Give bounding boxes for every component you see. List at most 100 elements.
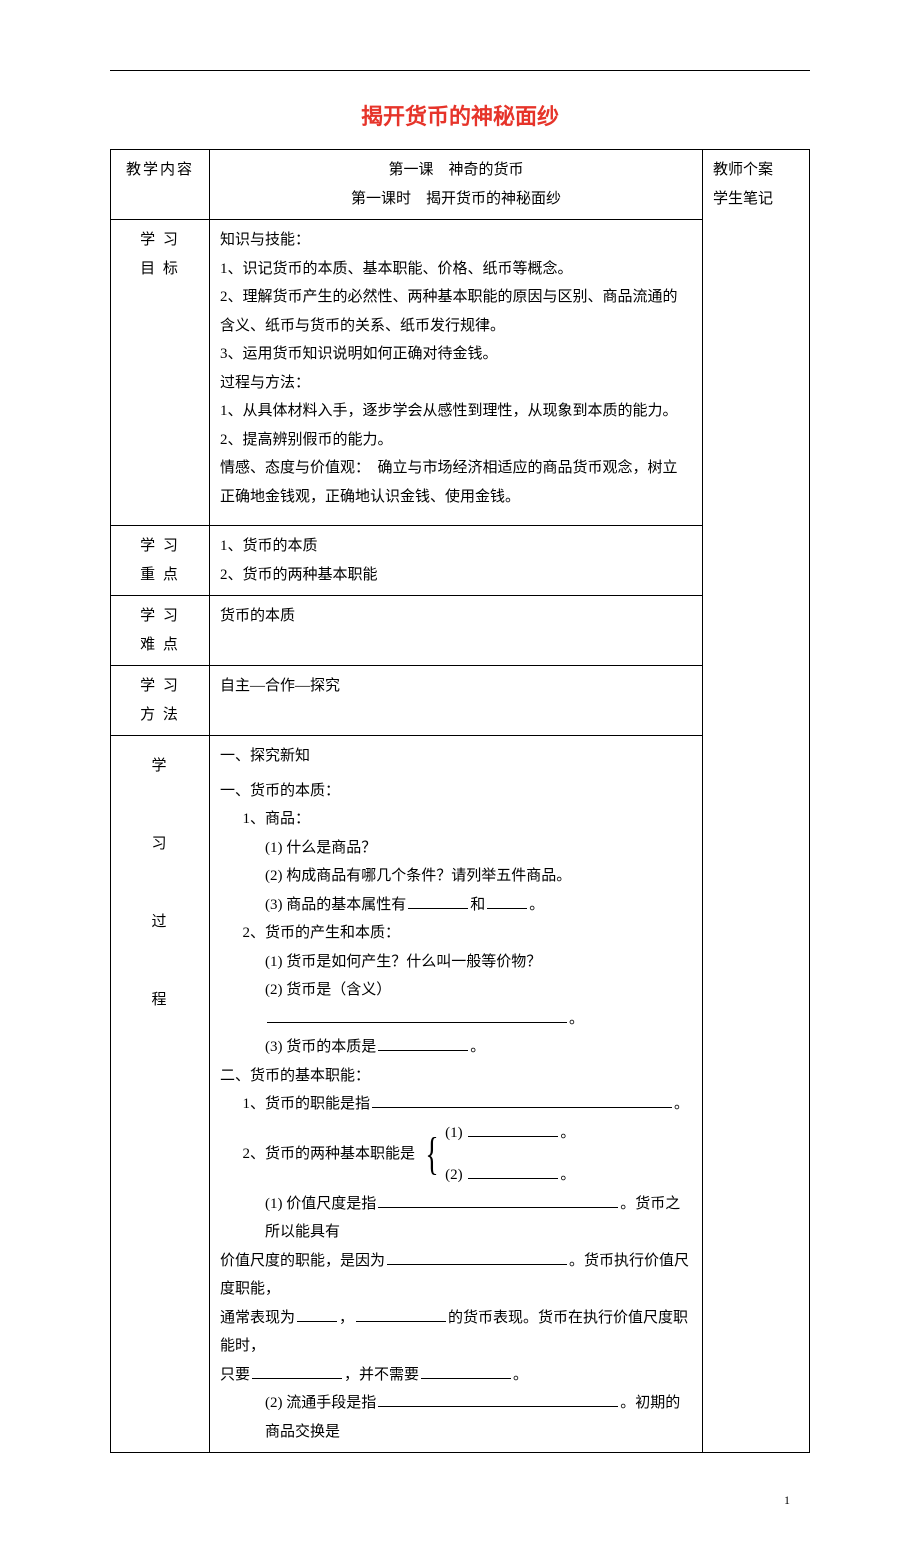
blank <box>378 1391 618 1407</box>
lesson-plan-table: 教学内容 第一课 神奇的货币 第一课时 揭开货币的神秘面纱 教师个案 学生笔记 … <box>110 149 810 1453</box>
brace-item-1: (1) 。 <box>445 1119 575 1148</box>
notes-label-1: 教师个案 <box>713 156 799 185</box>
spacer <box>220 511 692 519</box>
s1-1-3a: (3) 商品的基本属性有 <box>265 897 406 913</box>
lesson-main: 第一课 神奇的货币 <box>220 156 692 185</box>
blank <box>267 1007 567 1023</box>
methods-label-text: 学 习方 法 <box>140 678 180 723</box>
s2-2-1f: ， <box>339 1310 354 1326</box>
methods-label: 学 习方 法 <box>111 666 210 736</box>
k2: 2、理解货币产生的必然性、两种基本职能的原因与区别、商品流通的含义、纸币与货币的… <box>220 283 692 340</box>
brace-item-2: (2) 。 <box>445 1161 575 1190</box>
keypoints-label: 学 习重 点 <box>111 526 210 596</box>
lesson-sub: 第一课时 揭开货币的神秘面纱 <box>220 185 692 214</box>
process-label: 学 习 过 程 <box>111 736 210 1453</box>
process-heading: 过程与方法： <box>220 369 692 398</box>
keypoints-label-text: 学 习重 点 <box>140 538 180 583</box>
spacer <box>121 946 199 976</box>
s2-2-2: (2) 流通手段是指。初期的商品交换是 <box>220 1389 692 1446</box>
difficulties-cell: 货币的本质 <box>210 596 703 666</box>
sec1-title: 一、探究新知 <box>220 742 692 771</box>
brace-group: 2、货币的两种基本职能是 { (1) 。 (2) 。 <box>243 1119 693 1190</box>
process-cell: 一、探究新知 一、货币的本质： 1、商品： (1) 什么是商品？ (2) 构成商… <box>210 736 703 1453</box>
s1-2-2: (2) 货币是（含义）。 <box>220 976 692 1033</box>
blank <box>387 1249 567 1265</box>
k1: 1、识记货币的本质、基本职能、价格、纸币等概念。 <box>220 255 692 284</box>
p2: 2、提高辨别假币的能力。 <box>220 426 692 455</box>
teaching-content-label: 教学内容 <box>111 150 210 220</box>
process-char-4: 程 <box>121 976 199 1024</box>
blank <box>378 1192 618 1208</box>
objectives-label-text: 学 习目 标 <box>140 232 180 277</box>
kp2: 2、货币的两种基本职能 <box>220 561 692 590</box>
s1-2-3: (3) 货币的本质是 。 <box>220 1033 692 1062</box>
keypoints-cell: 1、货币的本质 2、货币的两种基本职能 <box>210 526 703 596</box>
s2-2-1j: 。 <box>513 1367 528 1383</box>
difficulties-label: 学 习难 点 <box>111 596 210 666</box>
s1-1-1: (1) 什么是商品？ <box>220 834 692 863</box>
page-title: 揭开货币的神秘面纱 <box>110 99 810 131</box>
blank <box>378 1035 468 1051</box>
s2-2-1a: (1) 价值尺度是指 <box>265 1196 376 1212</box>
s1-1-3b: 和 <box>470 897 485 913</box>
blank <box>372 1092 672 1108</box>
s2-2-1-line4: 只要 ，并不需要 。 <box>220 1361 692 1390</box>
opt1b: 。 <box>560 1119 575 1148</box>
s2-2-1-line2: 价值尺度的职能，是因为。货币执行价值尺度职能， <box>220 1247 692 1304</box>
blank <box>297 1306 337 1322</box>
s2-2-label: 2、货币的两种基本职能是 <box>243 1140 420 1169</box>
s2-2-1c: 价值尺度的职能，是因为 <box>220 1253 385 1269</box>
s1-2-3b: 。 <box>470 1039 485 1055</box>
header-row: 教学内容 第一课 神奇的货币 第一课时 揭开货币的神秘面纱 教师个案 学生笔记 <box>111 150 810 220</box>
blank <box>408 893 468 909</box>
knowledge-heading: 知识与技能： <box>220 226 692 255</box>
blank <box>421 1363 511 1379</box>
s2-2-1e: 通常表现为 <box>220 1310 295 1326</box>
s1-1-2: (2) 构成商品有哪几个条件？请列举五件商品。 <box>220 862 692 891</box>
s2-1: 1、货币的职能是指 。 <box>220 1090 692 1119</box>
s1-1-3: (3) 商品的基本属性有 和 。 <box>220 891 692 920</box>
page: 揭开货币的神秘面纱 教学内容 第一课 神奇的货币 第一课时 揭开货币的神秘面纱 … <box>0 0 920 1548</box>
s2-2-1h: 只要 <box>220 1367 250 1383</box>
s1-1-3c: 。 <box>529 897 544 913</box>
k3: 3、运用货币知识说明如何正确对待金钱。 <box>220 340 692 369</box>
kp1: 1、货币的本质 <box>220 532 692 561</box>
process-char-2: 习 <box>121 820 199 868</box>
page-number: 1 <box>784 1493 790 1507</box>
s1-2-1: (1) 货币是如何产生？什么叫一般等价物？ <box>220 948 692 977</box>
s2-2-1i: ，并不需要 <box>344 1367 419 1383</box>
notes-label-2: 学生笔记 <box>713 185 799 214</box>
s1-2-2a: (2) 货币是（含义） <box>265 982 391 998</box>
s2-2-2a: (2) 流通手段是指 <box>265 1395 376 1411</box>
opt1a: (1) <box>445 1119 463 1148</box>
s2-1b: 。 <box>674 1096 689 1112</box>
s2-1a: 1、货币的职能是指 <box>243 1096 371 1112</box>
s1-2-3a: (3) 货币的本质是 <box>265 1039 376 1055</box>
brace-items: (1) 。 (2) 。 <box>445 1119 575 1190</box>
p1: 1、从具体材料入手，逐步学会从感性到理性，从现象到本质的能力。 <box>220 397 692 426</box>
methods-cell: 自主—合作—探究 <box>210 666 703 736</box>
spacer <box>121 790 199 820</box>
s1-2: 2、货币的产生和本质： <box>220 919 692 948</box>
objectives-label: 学 习目 标 <box>111 220 210 526</box>
objectives-cell: 知识与技能： 1、识记货币的本质、基本职能、价格、纸币等概念。 2、理解货币产生… <box>210 220 703 526</box>
s2-2-1-line3: 通常表现为，的货币表现。货币在执行价值尺度职能时， <box>220 1304 692 1361</box>
difficulties-label-text: 学 习难 点 <box>140 608 180 653</box>
blank <box>468 1163 558 1179</box>
s1-heading: 一、货币的本质： <box>220 777 692 806</box>
s1-1: 1、商品： <box>220 805 692 834</box>
opt2a: (2) <box>445 1161 463 1190</box>
brace-icon: { <box>425 1133 438 1174</box>
blank <box>468 1121 558 1137</box>
blank <box>356 1306 446 1322</box>
blank <box>252 1363 342 1379</box>
s2-heading: 二、货币的基本职能： <box>220 1062 692 1091</box>
process-char-3: 过 <box>121 898 199 946</box>
top-rule <box>110 70 810 71</box>
spacer <box>121 868 199 898</box>
notes-column: 教师个案 学生笔记 <box>703 150 810 1453</box>
teaching-content-cell: 第一课 神奇的货币 第一课时 揭开货币的神秘面纱 <box>210 150 703 220</box>
opt2b: 。 <box>560 1161 575 1190</box>
s2-2-1-line1: (1) 价值尺度是指。货币之所以能具有 <box>220 1190 692 1247</box>
process-char-1: 学 <box>121 742 199 790</box>
